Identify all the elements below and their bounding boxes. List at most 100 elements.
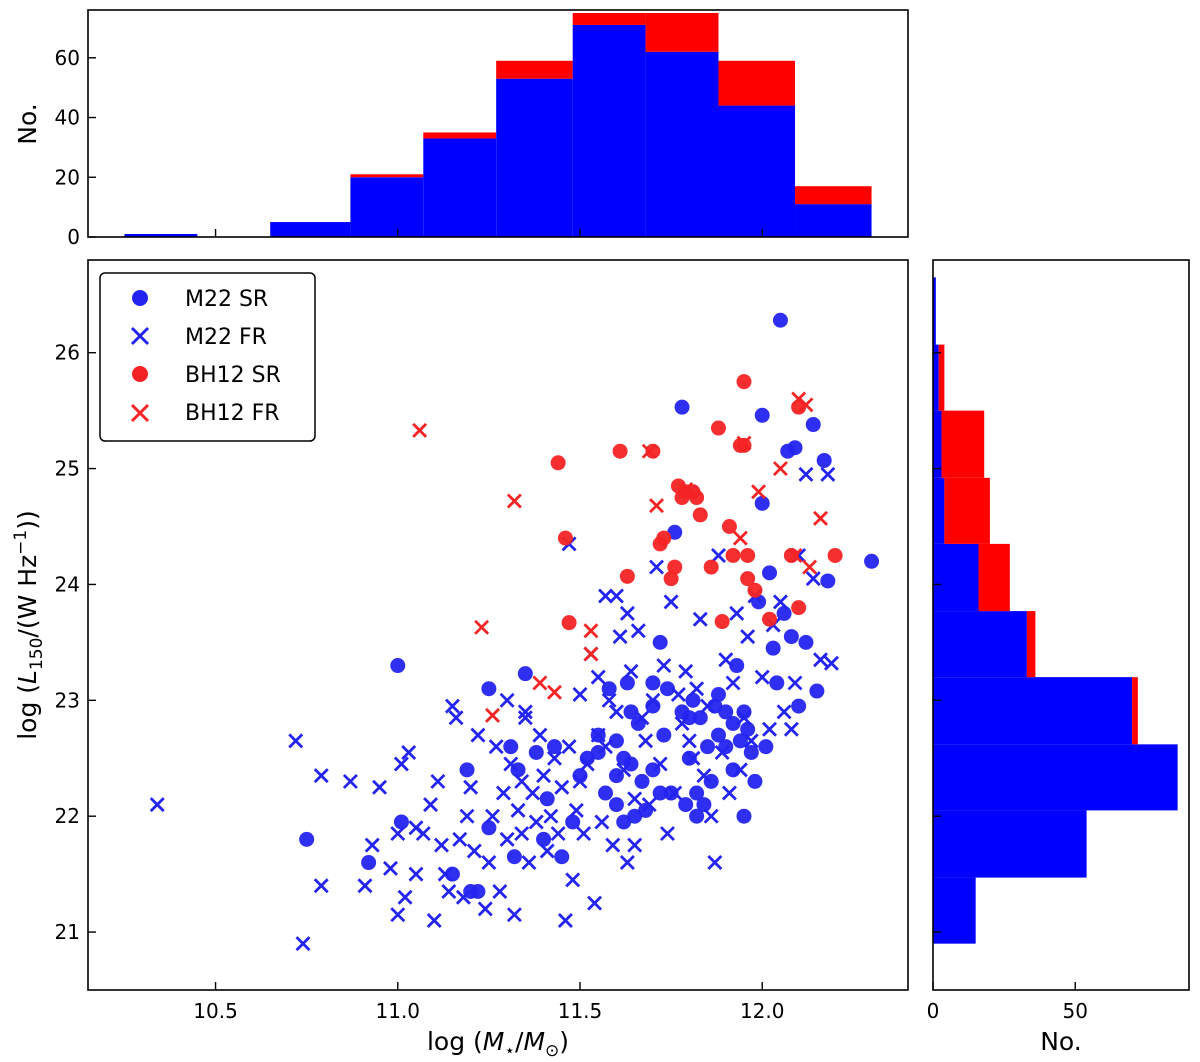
top-histogram-frame: [87, 9, 909, 238]
point-m22-sr: [598, 785, 614, 801]
point-m22-sr: [623, 704, 639, 720]
point-m22-fr: [579, 756, 595, 772]
point-m22-fr: [342, 773, 358, 789]
point-m22-sr: [601, 681, 617, 697]
point-m22-fr: [313, 878, 329, 894]
point-m22-fr: [415, 826, 431, 842]
point-m22-fr: [459, 808, 475, 824]
point-bh12-fr: [546, 684, 562, 700]
point-m22-fr: [641, 797, 657, 813]
point-m22-fr: [499, 692, 515, 708]
top-histogram-ticks: 0 20 40 60: [55, 46, 763, 249]
top-bar-bh12: [645, 12, 719, 52]
point-m22-sr: [805, 417, 821, 433]
point-bh12-fr: [736, 435, 752, 451]
point-m22-sr: [754, 407, 770, 423]
ytick-label: 21: [55, 920, 80, 944]
point-m22-fr: [492, 884, 508, 899]
right-xtick-label: 50: [1062, 999, 1087, 1023]
legend-marker-bh12-sr: [132, 366, 148, 382]
point-bh12-sr: [619, 568, 635, 584]
right-bar-m22: [933, 477, 945, 544]
legend-marker-bh12-fr: [130, 403, 150, 423]
point-m22-fr: [485, 808, 501, 824]
point-m22-sr: [758, 739, 774, 755]
point-m22-fr: [477, 901, 493, 917]
top-bar-bh12: [572, 12, 646, 25]
top-bar-bh12: [795, 186, 872, 205]
point-m22-fr: [390, 826, 406, 842]
point-m22-fr: [590, 669, 606, 685]
top-bar-bh12: [718, 60, 796, 106]
scatter-frame: [87, 259, 909, 991]
point-bh12-sr: [740, 571, 756, 587]
legend-entry-m22-fr: M22 FR: [130, 325, 267, 350]
point-bh12-sr: [550, 455, 566, 471]
point-m22-fr: [594, 814, 610, 830]
point-m22-sr: [689, 808, 705, 824]
scatter-ylabel: log (L150/(W Hz−1)): [11, 510, 47, 740]
xtick-label: 11.5: [558, 999, 603, 1023]
point-m22-sr: [608, 797, 624, 813]
right-bar-bh12: [941, 410, 985, 478]
point-m22-fr: [565, 872, 581, 888]
point-m22-fr: [506, 907, 522, 923]
point-m22-fr: [707, 855, 723, 871]
point-m22-fr: [659, 826, 675, 842]
point-m22-fr: [536, 768, 552, 784]
point-m22-fr: [601, 692, 617, 708]
top-ytick-label: 0: [67, 225, 80, 249]
point-m22-sr: [740, 721, 756, 737]
point-m22-sr: [503, 739, 519, 755]
point-m22-sr: [700, 739, 716, 755]
point-m22-sr: [769, 675, 785, 691]
legend-label-m22-sr: M22 SR: [185, 287, 268, 312]
point-m22-fr: [408, 866, 424, 882]
point-m22-fr: [587, 895, 603, 911]
point-m22-fr: [546, 750, 562, 766]
point-m22-fr: [572, 687, 588, 703]
right-bar-m22: [933, 410, 942, 478]
point-m22-sr: [776, 605, 792, 621]
point-m22-fr: [623, 663, 639, 679]
point-m22-fr: [372, 779, 388, 795]
point-bh12-sr: [645, 443, 661, 459]
right-bar-m22: [933, 611, 1027, 678]
legend-marker-m22-fr: [130, 326, 150, 346]
point-m22-sr: [692, 710, 708, 726]
point-m22-fr: [703, 808, 719, 824]
point-m22-sr: [678, 797, 694, 813]
point-m22-fr: [466, 843, 482, 859]
point-bh12-fr: [532, 675, 548, 691]
point-bh12-sr: [612, 443, 628, 459]
point-m22-fr: [696, 768, 712, 784]
point-m22-fr: [514, 826, 530, 842]
point-m22-fr: [495, 785, 511, 801]
point-m22-sr: [718, 704, 734, 720]
point-m22-fr: [608, 704, 624, 720]
point-bh12-sr: [663, 571, 679, 587]
point-m22-fr: [499, 831, 515, 847]
legend-entry-bh12-fr: BH12 FR: [130, 401, 280, 426]
point-bh12-sr: [747, 582, 763, 598]
point-m22-fr: [692, 611, 708, 627]
xtick-label: 11.0: [376, 999, 421, 1023]
point-m22-fr: [616, 762, 632, 778]
point-m22-fr: [514, 773, 530, 789]
point-m22-sr: [470, 884, 486, 900]
point-m22-fr: [813, 652, 829, 668]
point-m22-sr: [772, 312, 788, 328]
point-m22-fr: [517, 710, 533, 726]
point-bh12-fr: [412, 422, 428, 438]
point-bh12-sr: [762, 611, 778, 627]
point-m22-fr: [619, 605, 635, 621]
point-m22-fr: [430, 773, 446, 789]
point-m22-fr: [517, 704, 533, 720]
point-bh12-fr: [506, 493, 522, 509]
point-m22-sr: [674, 704, 690, 720]
point-m22-fr: [503, 756, 519, 772]
point-m22-fr: [532, 727, 548, 743]
point-m22-fr: [525, 785, 541, 801]
point-m22-fr: [434, 837, 450, 853]
point-m22-sr: [645, 675, 661, 691]
